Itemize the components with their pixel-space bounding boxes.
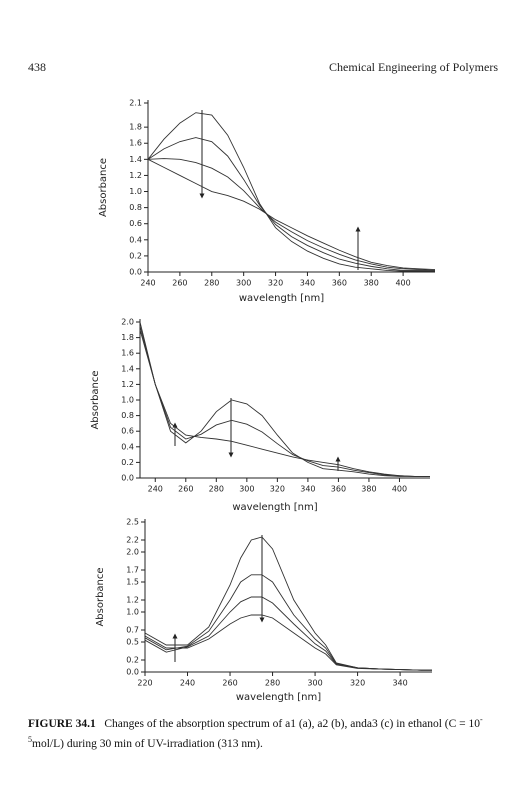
y-tick-label: 0.4	[129, 235, 142, 244]
x-tick-label: 260	[178, 485, 193, 494]
x-tick-label: 220	[137, 679, 152, 688]
x-axis-label: wavelength [nm]	[236, 692, 321, 703]
y-tick-label: 0.0	[121, 474, 134, 483]
x-tick-label: 360	[332, 279, 347, 288]
y-tick-label: 0.0	[126, 668, 139, 677]
y-tick-label: 1.4	[121, 364, 134, 373]
x-tick-label: 240	[180, 679, 195, 688]
x-tick-label: 380	[364, 279, 379, 288]
y-tick-label: 2.0	[121, 318, 134, 327]
y-tick-label: 0.4	[121, 442, 134, 451]
y-tick-label: 1.4	[129, 155, 142, 164]
page-number: 438	[28, 60, 46, 74]
spectrum-line	[147, 137, 435, 271]
caption: FIGURE 34.1 Changes of the absorption sp…	[28, 712, 498, 752]
x-tick-label: 280	[209, 485, 224, 494]
y-tick-label: 2.2	[126, 536, 139, 545]
caption-text-end: mol/L) during 30 min of UV-irradiation (…	[32, 737, 263, 750]
y-axis-label: Absorbance	[98, 158, 109, 217]
x-tick-label: 340	[392, 679, 407, 688]
y-tick-label: 2.0	[126, 548, 139, 557]
y-tick-label: 0.6	[121, 427, 134, 436]
y-tick-label: 1.0	[129, 187, 142, 196]
spectrum-line	[139, 321, 430, 477]
y-tick-label: 0.5	[126, 638, 139, 647]
x-tick-label: 280	[204, 279, 219, 288]
y-axis-label: Absorbance	[90, 370, 101, 429]
y-tick-label: 2.5	[126, 518, 139, 527]
spectrum-line	[144, 574, 432, 671]
y-tick-label: 1.0	[126, 608, 139, 617]
y-tick-label: 1.2	[121, 380, 134, 389]
y-tick-label: 0.6	[129, 219, 142, 228]
spectrum-line	[144, 596, 432, 671]
arrows	[172, 110, 361, 662]
x-tick-label: 300	[236, 279, 251, 288]
caption-text: Changes of the absorption spectrum of a1…	[104, 717, 481, 730]
spectrum-line	[147, 158, 436, 271]
y-tick-label: 0.2	[121, 458, 134, 467]
x-tick-label: 260	[172, 279, 187, 288]
y-tick-label: 2.1	[129, 99, 142, 108]
spectrum-line	[147, 112, 435, 272]
y-tick-label: 0.8	[129, 203, 142, 212]
x-tick-label: 380	[361, 485, 376, 494]
spectrum-line	[139, 329, 430, 477]
spectrum-line	[144, 536, 432, 671]
caption-label: FIGURE 34.1	[28, 717, 96, 730]
caption-superscript: -5	[28, 715, 483, 744]
y-tick-label: 1.5	[126, 578, 139, 587]
y-tick-label: 0.2	[129, 251, 142, 260]
x-axis-label: wavelength [nm]	[232, 502, 317, 513]
x-tick-label: 300	[239, 485, 254, 494]
spectrum-line	[139, 325, 430, 477]
x-tick-label: 400	[392, 485, 407, 494]
y-tick-label: 1.2	[129, 171, 142, 180]
x-tick-label: 300	[307, 679, 322, 688]
y-tick-label: 0.7	[126, 626, 139, 635]
x-tick-label: 320	[268, 279, 283, 288]
y-tick-label: 0.0	[129, 268, 142, 277]
x-tick-label: 360	[331, 485, 346, 494]
x-tick-label: 240	[148, 485, 163, 494]
x-tick-label: 260	[222, 679, 237, 688]
y-tick-label: 1.2	[126, 596, 139, 605]
x-axis-label: wavelength [nm]	[239, 293, 324, 304]
x-tick-label: 340	[300, 485, 315, 494]
y-tick-label: 0.2	[126, 656, 139, 665]
x-tick-label: 320	[270, 485, 285, 494]
y-tick-label: 1.0	[121, 396, 134, 405]
y-tick-label: 1.6	[121, 349, 134, 358]
y-tick-label: 1.8	[129, 123, 142, 132]
x-tick-label: 320	[350, 679, 365, 688]
y-tick-label: 1.6	[129, 139, 142, 148]
spectrum-line	[144, 614, 432, 671]
running-title: Chemical Engineering of Polymers	[329, 60, 498, 74]
x-tick-label: 340	[300, 279, 315, 288]
x-tick-label: 240	[140, 279, 155, 288]
spectrum-line	[147, 158, 436, 271]
x-tick-label: 280	[265, 679, 280, 688]
y-axis-label: Absorbance	[95, 567, 106, 626]
y-tick-label: 0.8	[121, 411, 134, 420]
y-tick-label: 1.8	[121, 333, 134, 342]
y-tick-label: 1.7	[126, 566, 139, 575]
x-tick-label: 400	[395, 279, 410, 288]
